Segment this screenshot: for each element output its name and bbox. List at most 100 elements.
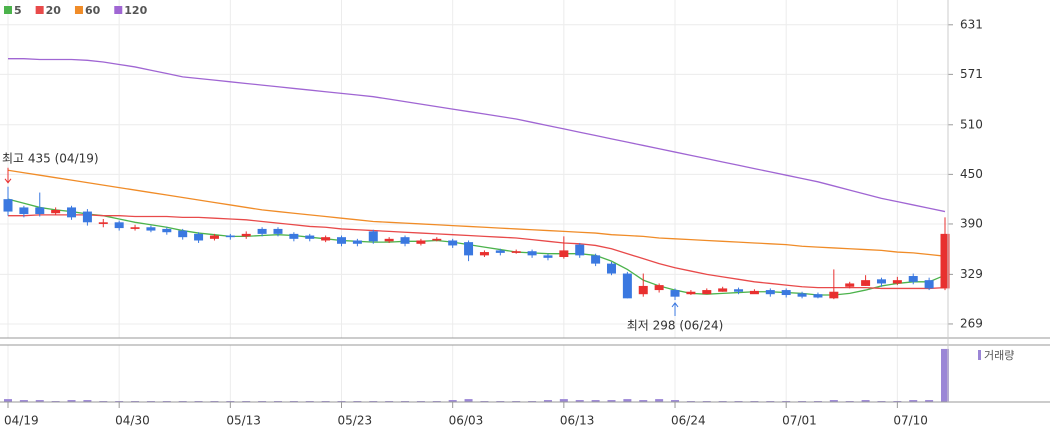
y-tick-label: 269 — [960, 316, 983, 330]
candle-body — [67, 207, 77, 218]
volume-bar — [591, 400, 600, 402]
candle-body — [273, 228, 283, 234]
volume-bar — [829, 400, 838, 402]
x-tick-label: 06/03 — [449, 414, 484, 428]
volume-bar — [655, 399, 664, 402]
volume-bar — [925, 400, 934, 402]
candle-body — [940, 233, 950, 289]
candle-body — [638, 285, 648, 295]
candle-body — [479, 252, 489, 256]
candle-body — [686, 291, 696, 295]
ma-line — [8, 58, 946, 213]
volume-bar — [464, 399, 473, 402]
candle-body — [368, 231, 378, 242]
candle-body — [35, 207, 45, 215]
candle-body — [813, 294, 823, 298]
candle-body — [432, 238, 442, 241]
candle-body — [321, 237, 331, 241]
volume-bar — [671, 400, 680, 402]
min-arrow — [671, 302, 679, 316]
y-tick-label: 571 — [960, 67, 983, 81]
ma-line — [8, 214, 946, 290]
y-tick-label: 510 — [960, 117, 983, 131]
min-annotation: 최저 298 (06/24) — [627, 318, 724, 332]
ma-line — [7, 169, 946, 257]
candle-body — [289, 233, 299, 239]
candle-body — [606, 263, 616, 274]
volume-bar — [448, 400, 457, 402]
x-tick-label: 04/30 — [115, 414, 150, 428]
candle-body — [527, 251, 537, 256]
legend-swatch — [114, 6, 123, 14]
candle-body — [400, 237, 410, 244]
candle-body — [924, 280, 934, 289]
x-tick-label: 06/13 — [560, 414, 595, 428]
volume-bar — [639, 400, 648, 402]
candle-body — [781, 290, 791, 296]
volume-bar — [607, 400, 616, 402]
legend-label: 60 — [85, 4, 101, 17]
max-arrow — [4, 167, 12, 184]
candle-body — [82, 211, 92, 223]
candle-body — [543, 255, 553, 258]
candle-body — [209, 235, 219, 239]
candle-body — [51, 209, 61, 214]
volume-bar — [575, 400, 584, 402]
x-tick-label: 04/19 — [4, 414, 39, 428]
candle-body — [845, 283, 855, 287]
candle-body — [416, 240, 426, 244]
y-tick-label: 450 — [960, 167, 983, 181]
volume-bar — [559, 399, 568, 402]
volume-bar — [67, 400, 76, 402]
candle-body — [448, 240, 458, 246]
volume-bar — [543, 400, 552, 402]
y-tick-label: 390 — [960, 216, 983, 230]
candle-body — [575, 244, 585, 256]
legend-swatch — [74, 6, 83, 14]
candle-body — [464, 242, 474, 256]
candle-body — [670, 290, 680, 297]
legend-label: 5 — [14, 4, 22, 17]
volume-bar — [4, 399, 12, 402]
candle-body — [559, 250, 569, 258]
candle-body — [19, 207, 29, 215]
volume-bar — [623, 399, 632, 402]
candle-body — [861, 280, 871, 286]
candle-body — [98, 222, 108, 224]
volume-bar — [19, 400, 28, 402]
candle-body — [194, 233, 204, 241]
candle-body — [702, 290, 712, 295]
candle-body — [495, 250, 505, 253]
candle-body — [749, 290, 759, 295]
candle-body — [718, 288, 728, 292]
legend-swatch — [4, 6, 12, 14]
candle-body — [337, 237, 347, 244]
y-tick-label: 631 — [960, 17, 983, 31]
candle-body — [765, 290, 775, 295]
candle-body — [146, 227, 156, 231]
x-tick-label: 07/10 — [893, 414, 928, 428]
volume-bar — [941, 348, 949, 402]
candle-body — [734, 289, 744, 292]
candle-body — [797, 293, 807, 297]
legend-swatch — [35, 6, 44, 14]
legend: 5 20 60 120 거래량 — [4, 4, 1014, 362]
x-tick-label: 05/13 — [226, 414, 261, 428]
legend-label: 거래량 — [984, 349, 1014, 362]
candle-body — [829, 291, 839, 299]
candle-body — [892, 280, 902, 284]
volume-bar — [35, 400, 44, 402]
volume-bar — [861, 400, 870, 402]
legend-label: 120 — [124, 4, 147, 17]
x-tick-label: 07/01 — [782, 414, 817, 428]
x-tick-label: 05/23 — [338, 414, 373, 428]
candle-body — [3, 199, 13, 212]
candle-body — [257, 228, 267, 234]
candle-body — [591, 255, 601, 264]
candle-body — [225, 235, 235, 238]
x-tick-label: 06/24 — [671, 414, 706, 428]
candle-body — [876, 279, 886, 284]
legend-label: 20 — [46, 4, 62, 17]
y-tick-label: 329 — [960, 267, 983, 281]
